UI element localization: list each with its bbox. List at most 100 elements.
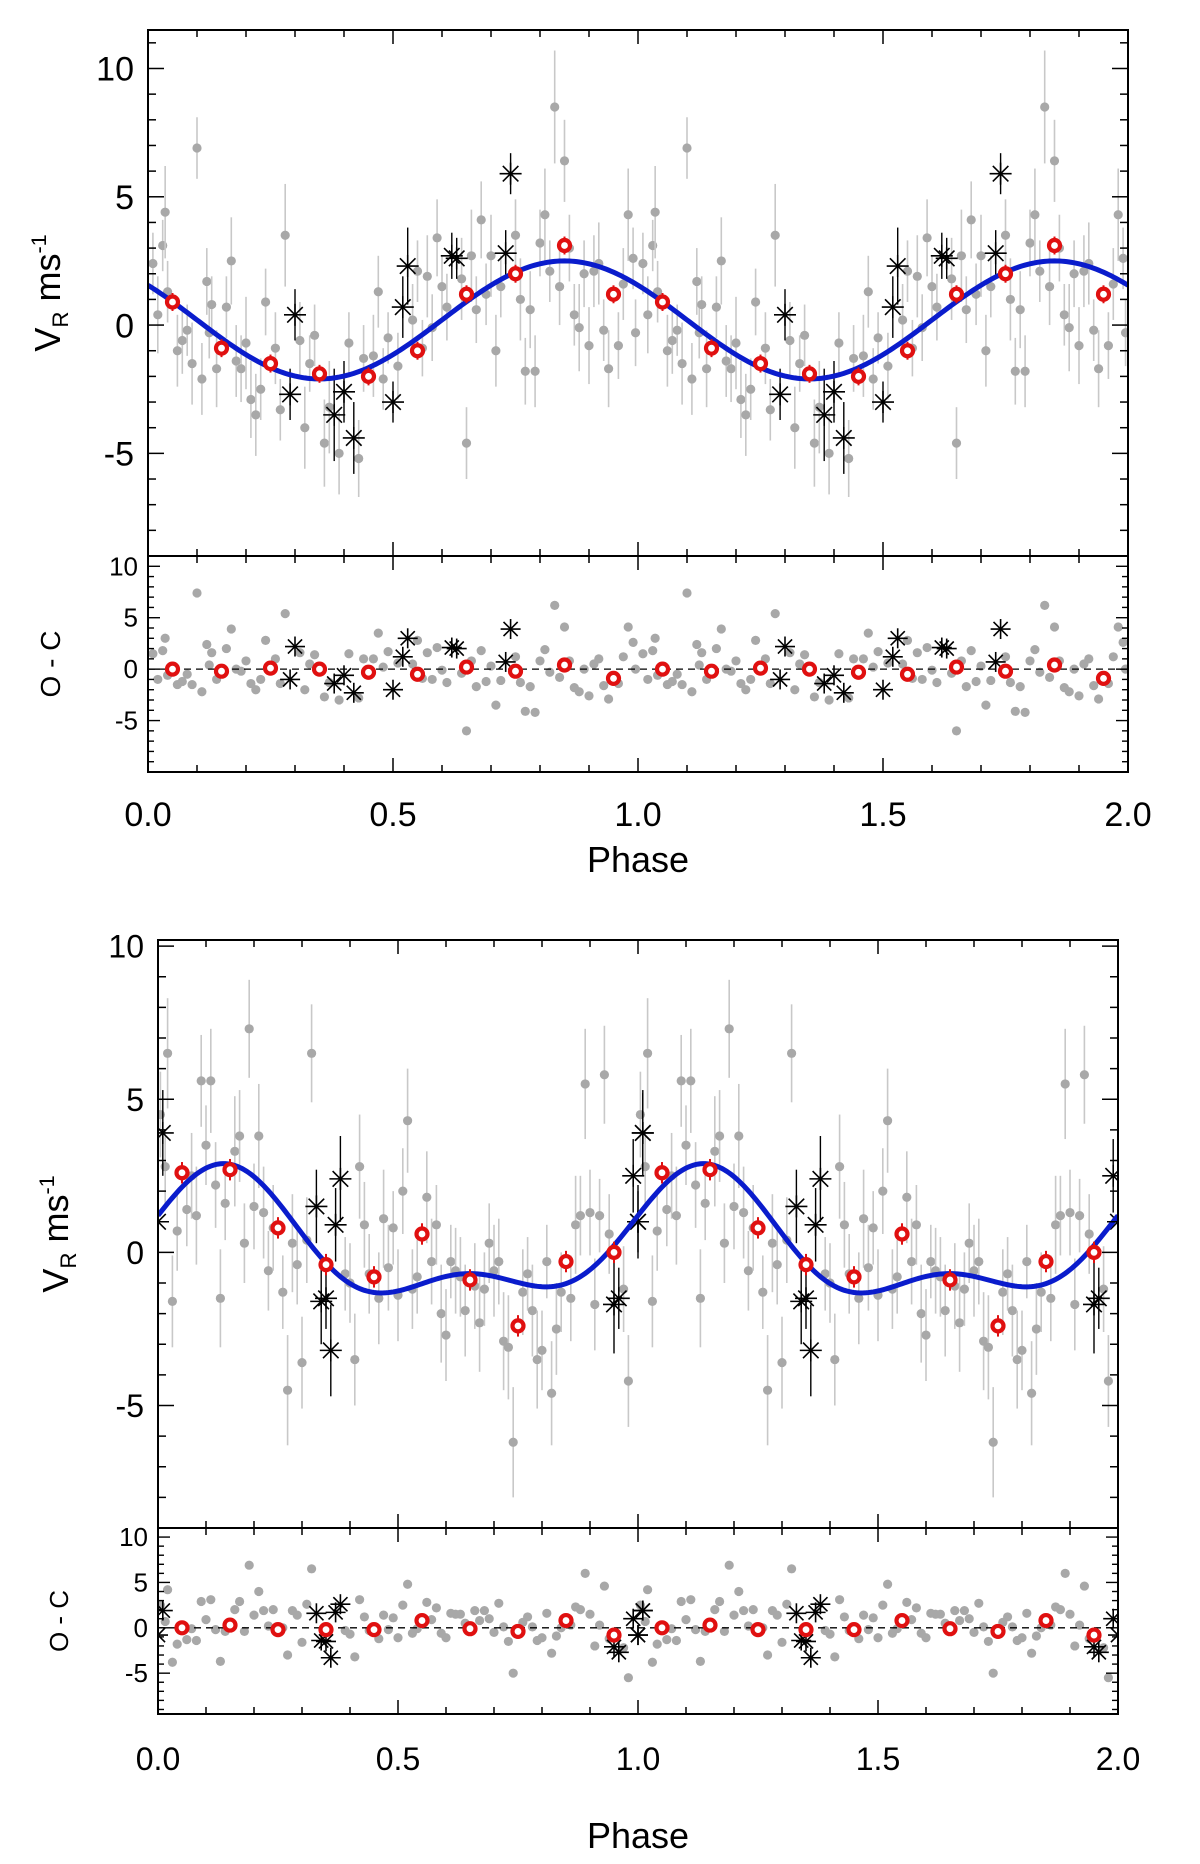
gray-data-point (711, 302, 722, 312)
gray-residual-point (559, 622, 570, 632)
y-tick-label: 5 (126, 1082, 144, 1118)
asterisk-stroke (158, 1633, 166, 1643)
y-axis-label-main: V (27, 328, 68, 352)
gray-data-point (393, 361, 403, 371)
binned-residual-point (752, 660, 769, 676)
gray-residual-point (623, 622, 633, 632)
asterisk-stroke (890, 630, 906, 646)
gray-data-point (334, 448, 344, 458)
asterisk-stroke (992, 621, 1009, 637)
gray-residual-point (555, 672, 565, 682)
gray-residual-point (628, 637, 638, 648)
asterisk-stroke (1091, 1644, 1107, 1660)
gray-residual-point (1064, 687, 1074, 697)
gray-residual-point (167, 1657, 177, 1667)
gray-data-point (1099, 1284, 1109, 1294)
gray-residual-point (259, 1605, 269, 1616)
gray-data-point (795, 358, 805, 369)
gray-residual-point (979, 1622, 989, 1632)
asterisk-data-point (631, 1121, 654, 1144)
gray-data-point (604, 364, 614, 374)
gray-residual-point (595, 1620, 605, 1630)
gray-data-point (556, 1287, 566, 1297)
gray-residual-point (476, 646, 486, 656)
gray-data-point (746, 384, 756, 394)
gray-residual-point (1015, 682, 1025, 692)
gray-data-point (1027, 1388, 1037, 1398)
gray-residual-point (1045, 672, 1055, 682)
gray-data-point (772, 1260, 782, 1270)
gray-data-point (1064, 323, 1074, 333)
gray-data-point (300, 423, 310, 433)
gray-data-point (305, 358, 315, 369)
gray-data-point (1060, 1079, 1070, 1089)
asterisk-stroke (287, 638, 303, 655)
gray-data-point (595, 1211, 605, 1221)
asterisk-residual-point (397, 628, 418, 649)
gray-residual-point (902, 635, 913, 645)
asterisk-stroke (449, 640, 465, 657)
gray-data-point (1084, 1229, 1094, 1239)
asterisk-data-point (607, 1287, 630, 1310)
asterisk-stroke (317, 1289, 335, 1307)
gray-residual-point (207, 648, 217, 658)
gray-data-point (540, 210, 550, 220)
gray-data-point (275, 405, 285, 415)
asterisk-stroke (158, 1213, 167, 1223)
gray-residual-point (858, 654, 869, 664)
gray-data-point (599, 325, 609, 335)
gray-data-point (1025, 238, 1035, 248)
gray-data-point (1074, 341, 1084, 351)
gray-data-point (589, 266, 599, 276)
binned-data-point (654, 1165, 670, 1181)
gray-data-point (192, 143, 202, 153)
asterisk-stroke (282, 671, 298, 688)
gray-residual-point (927, 665, 937, 675)
gray-residual-point (719, 1626, 730, 1637)
asterisk-stroke (889, 257, 907, 275)
asterisk-data-point (315, 1287, 337, 1310)
gray-data-point (167, 1296, 177, 1306)
gray-residual-point (535, 656, 545, 666)
resid-y-tick-label: 0 (134, 1613, 148, 1643)
gray-residual-point (201, 1615, 211, 1625)
gray-data-point (1051, 1220, 1061, 1230)
gray-residual-point (244, 1560, 254, 1570)
gray-residual-point (310, 650, 320, 660)
gray-data-point (1012, 1354, 1022, 1365)
asterisk-stroke (798, 1633, 814, 1650)
binned-data-point (213, 340, 230, 356)
gray-data-point (191, 1211, 201, 1221)
gray-residual-point (935, 1609, 946, 1619)
resid-y-tick-label: 10 (109, 551, 138, 581)
gray-data-point (523, 1269, 533, 1279)
asterisk-stroke (835, 429, 853, 447)
gray-residual-point (976, 661, 986, 671)
gray-residual-point (545, 667, 555, 677)
asterisk-residual-point (1088, 1642, 1109, 1663)
x-tick-label: 0.0 (136, 1741, 180, 1777)
gray-data-point (471, 305, 481, 315)
gray-data-point (226, 256, 236, 266)
gray-residual-point (204, 660, 214, 670)
gray-data-point (741, 410, 751, 420)
asterisk-residual-point (936, 638, 957, 659)
asterisk-stroke (399, 257, 417, 275)
residual-axis-label: O - C (35, 631, 66, 698)
asterisk-residual-point (882, 646, 903, 667)
gray-data-point (1079, 1070, 1089, 1080)
gray-residual-point (834, 649, 844, 659)
gray-residual-point (835, 1595, 845, 1605)
gray-data-point (763, 1385, 773, 1395)
gray-residual-point (479, 1605, 489, 1616)
gray-data-point (532, 1354, 542, 1365)
binned-data-point (1086, 1244, 1102, 1260)
gray-data-point (898, 315, 908, 325)
y-tick-label: 10 (96, 51, 134, 89)
asterisk-residual-point (810, 1594, 831, 1615)
gray-residual-point (643, 1585, 653, 1595)
binned-data-point (174, 1165, 190, 1181)
gray-residual-point (471, 682, 481, 692)
asterisk-stroke (322, 1342, 340, 1359)
asterisk-stroke (629, 1213, 647, 1231)
